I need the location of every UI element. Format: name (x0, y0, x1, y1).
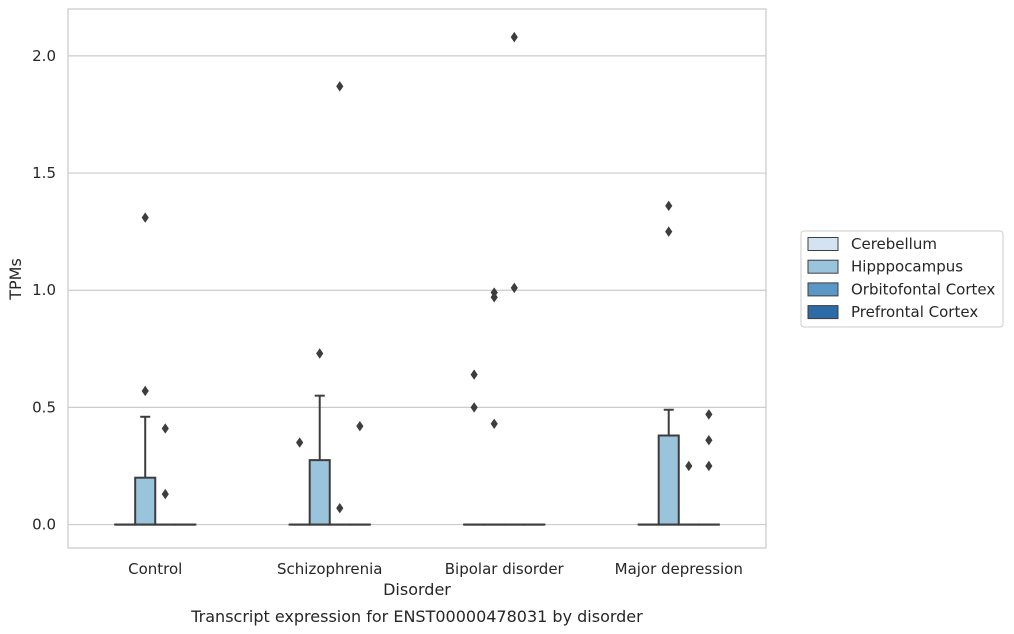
y-tick-label: 1.0 (32, 281, 56, 299)
box-group (308, 348, 331, 526)
y-tick-labels: 0.0 0.5 1.0 1.5 2.0 (32, 47, 56, 534)
outlier-point (470, 369, 478, 380)
box-series (114, 31, 720, 526)
outlier-point (490, 418, 498, 429)
y-tick-label: 2.0 (32, 47, 56, 65)
box (134, 476, 157, 526)
outlier-point (316, 348, 324, 359)
box-group (134, 212, 157, 526)
legend-swatch (807, 237, 839, 251)
outlier-point (336, 81, 344, 92)
box-group (154, 423, 177, 526)
outlier-point (490, 292, 498, 303)
box-group (657, 200, 680, 526)
outlier-point (141, 385, 149, 397)
x-axis-label: Disorder (383, 580, 451, 599)
outlier-point (161, 423, 169, 434)
box (657, 434, 680, 526)
chart-caption: Transcript expression for ENST0000047803… (190, 607, 643, 626)
legend-swatch (807, 282, 839, 297)
y-tick-label: 0.5 (32, 398, 56, 416)
x-tick-label: Major depression (615, 560, 743, 578)
x-tick-label: Control (128, 560, 182, 578)
legend: Cerebellum Hipppocampus Orbitofontal Corte… (800, 230, 1004, 328)
plot-frame (67, 8, 767, 549)
box-group (697, 409, 720, 526)
outlier-point (336, 502, 344, 514)
box (308, 459, 331, 526)
box-group (328, 81, 351, 526)
legend-label: Cerebellum (851, 235, 937, 253)
legend-frame (800, 230, 1004, 328)
x-tick-labels: Control Schizophrenia Bipolar disorder Majo… (128, 560, 743, 578)
outlier-point (705, 409, 713, 420)
outlier-point (470, 402, 478, 413)
box-group (288, 437, 311, 526)
outlier-point (685, 460, 693, 472)
x-tick-label: Bipolar disorder (445, 560, 565, 578)
outlier-point (705, 460, 713, 472)
legend-swatch (807, 305, 839, 320)
outlier-point (356, 420, 364, 432)
box-group (348, 420, 371, 526)
outlier-point (296, 437, 304, 448)
y-tick-label: 0.0 (32, 516, 56, 534)
outlier-point (665, 200, 673, 212)
x-tick-label: Schizophrenia (277, 560, 382, 578)
box-group (463, 369, 486, 526)
legend-label: Orbitofontal Cortex (851, 280, 995, 298)
outlier-point (510, 31, 518, 43)
outlier-point (665, 226, 673, 237)
outlier-point (705, 435, 713, 446)
box-group (503, 31, 526, 526)
legend-swatch (807, 259, 839, 274)
outlier-point (510, 282, 518, 294)
outlier-point (141, 212, 149, 223)
box-group (483, 287, 506, 526)
legend-label: Hipppocampus (851, 258, 963, 276)
outlier-point (161, 488, 169, 500)
y-tick-label: 1.5 (32, 164, 56, 182)
box-group (677, 460, 700, 526)
legend-label: Prefrontal Cortex (851, 303, 978, 321)
y-axis-label: TPMs (6, 258, 25, 301)
